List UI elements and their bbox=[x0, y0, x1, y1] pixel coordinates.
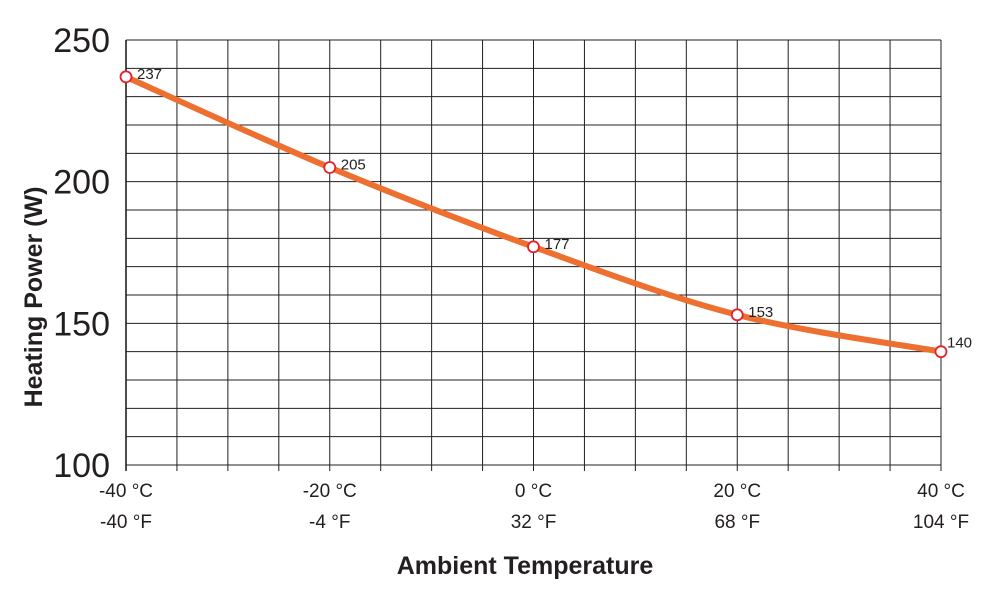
x-tick-label-celsius: -20 °C bbox=[303, 481, 357, 502]
y-tick-label: 250 bbox=[53, 22, 110, 60]
data-labels: 237 205 177 153 140 bbox=[137, 66, 972, 352]
x-tick-label-celsius: 0 °C bbox=[515, 481, 552, 502]
data-label: 177 bbox=[545, 236, 570, 253]
x-tick-label-fahrenheit: -40 °F bbox=[100, 512, 152, 533]
y-tick-label: 100 bbox=[53, 447, 110, 485]
y-tick-label: 200 bbox=[53, 164, 110, 202]
x-tick-label-fahrenheit: 32 °F bbox=[511, 512, 557, 533]
data-point bbox=[527, 240, 540, 254]
y-tick-label: 150 bbox=[53, 305, 110, 343]
data-point bbox=[119, 70, 133, 84]
data-point bbox=[934, 345, 948, 359]
x-axis-ticks: -40 °C -40 °F -20 °C -4 °F 0 °C 32 °F 20 °C 68 … bbox=[99, 481, 969, 533]
x-tick-label-fahrenheit: -4 °F bbox=[309, 512, 350, 533]
x-tick-label-celsius: 20 °C bbox=[713, 481, 761, 502]
data-point bbox=[730, 308, 744, 322]
data-label: 153 bbox=[748, 304, 773, 321]
x-tick-label-celsius: 40 °C bbox=[917, 481, 965, 502]
series bbox=[119, 70, 948, 359]
grid bbox=[125, 39, 942, 471]
x-axis-title: Ambient Temperature bbox=[397, 552, 654, 580]
x-tick-label-fahrenheit: 68 °F bbox=[714, 512, 760, 533]
data-point bbox=[323, 161, 337, 174]
data-label: 205 bbox=[341, 157, 366, 174]
data-label: 140 bbox=[947, 335, 972, 352]
y-axis-ticks: 100 150 200 250 bbox=[53, 22, 110, 485]
x-tick-label-celsius: -40 °C bbox=[99, 481, 153, 502]
x-tick-label-fahrenheit: 104 °F bbox=[913, 512, 969, 533]
data-label: 237 bbox=[137, 66, 162, 83]
y-axis-title: Heating Power (W) bbox=[20, 187, 48, 408]
